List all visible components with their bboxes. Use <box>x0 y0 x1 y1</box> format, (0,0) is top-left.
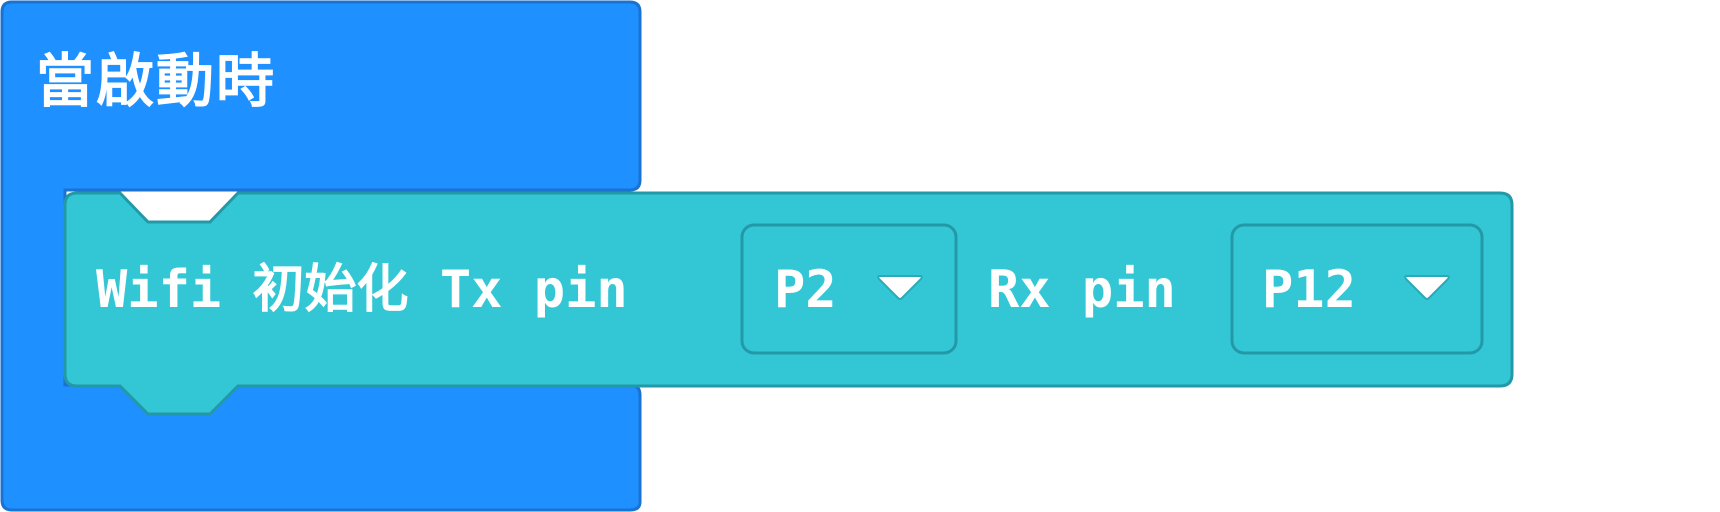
on-start-block-body[interactable] <box>0 0 642 512</box>
rx-pin-value: P12 <box>1262 260 1356 320</box>
wifi-init-label: Wifi 初始化 Tx pin <box>96 260 628 320</box>
tx-pin-value: P2 <box>774 260 837 320</box>
rx-pin-dropdown[interactable]: P12 <box>1232 225 1482 353</box>
on-start-block[interactable] <box>0 0 642 512</box>
caret-down-icon <box>1404 275 1450 300</box>
wifi-init-block[interactable] <box>63 191 1514 416</box>
caret-down-icon <box>877 275 923 300</box>
on-start-label: 當啟動時 <box>36 47 277 115</box>
rx-pin-label: Rx pin <box>988 260 1176 320</box>
tx-pin-dropdown-box[interactable] <box>740 223 958 355</box>
tx-pin-dropdown[interactable]: P2 <box>742 225 956 353</box>
rx-pin-dropdown-box[interactable] <box>1230 223 1484 355</box>
